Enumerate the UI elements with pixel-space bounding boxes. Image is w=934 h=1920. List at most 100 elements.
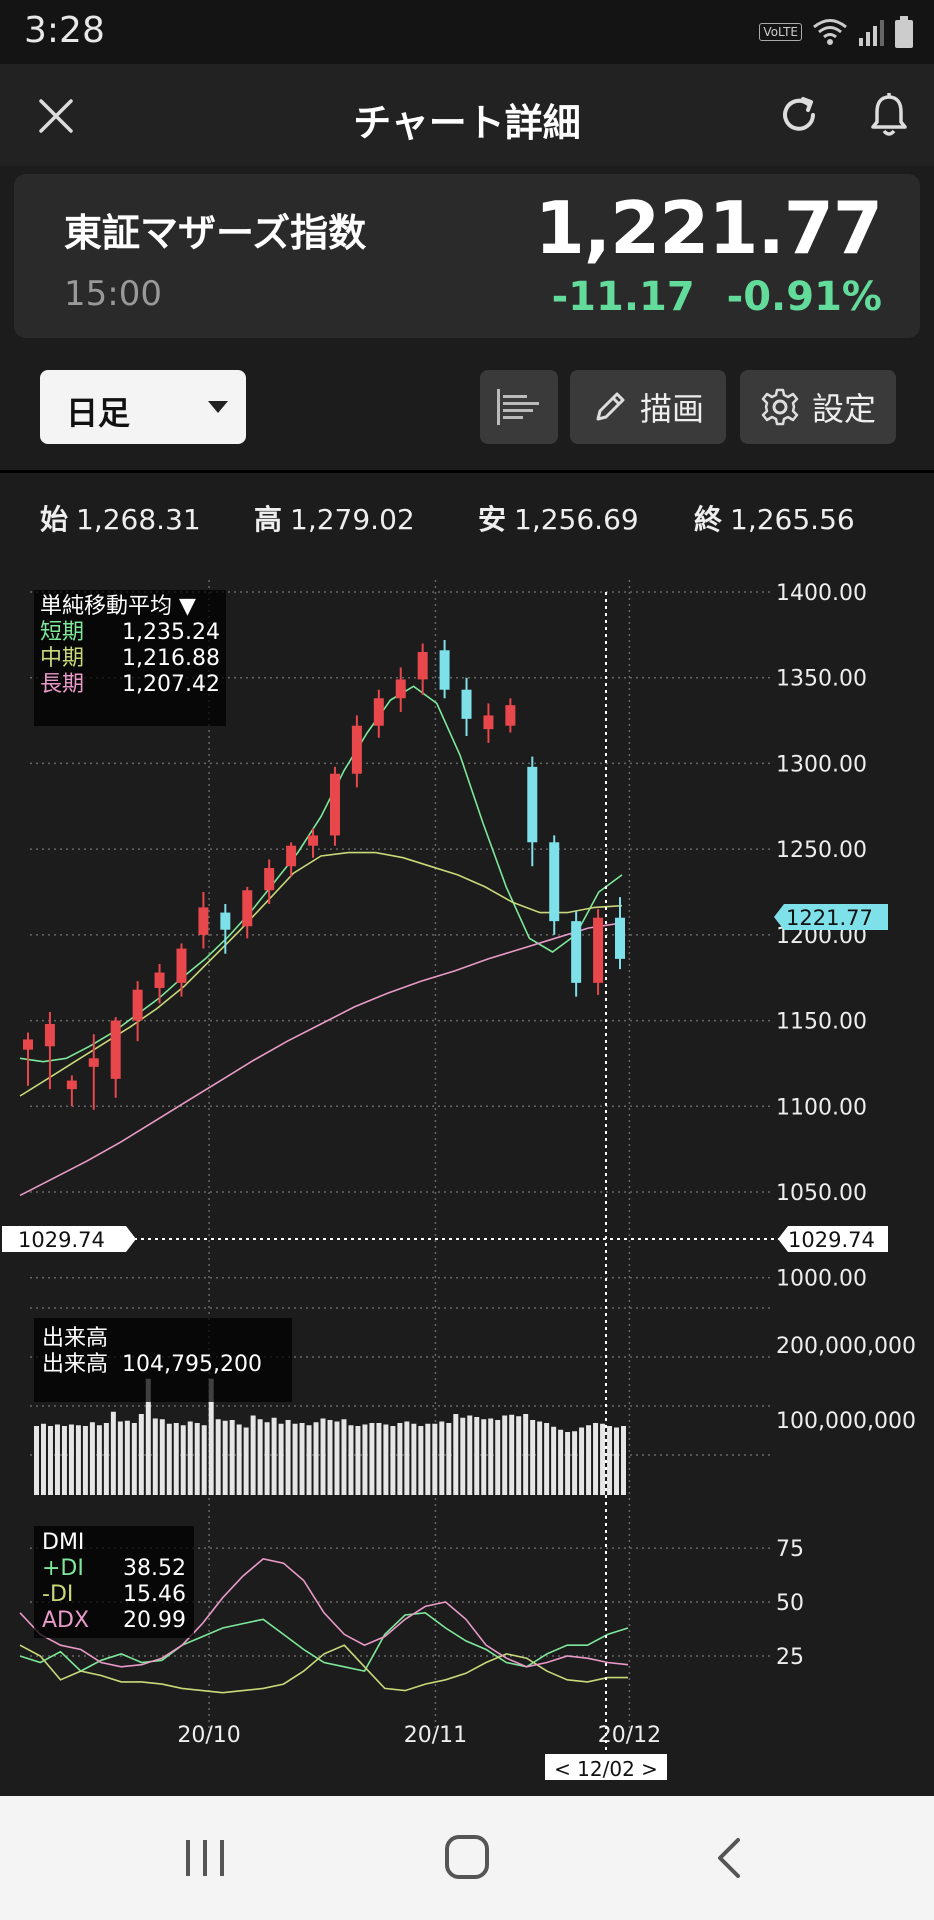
crosshair-date-text: < 12/02 >	[554, 1757, 658, 1780]
refresh-button[interactable]	[772, 88, 826, 142]
quote-time: 15:00	[64, 274, 162, 314]
volume-bar	[432, 1423, 438, 1495]
ma-long-row: 長期 1,207.42	[40, 672, 220, 698]
candle-body	[593, 917, 604, 983]
volume-bar	[299, 1423, 305, 1495]
dmi-legend: DMI +DI 38.52 -DI 15.46 ADX 20.99	[34, 1526, 194, 1638]
open-value: 始 1,268.31	[40, 498, 201, 538]
volume-bar	[558, 1429, 564, 1495]
volume-bar	[334, 1421, 340, 1495]
settings-label: 設定	[811, 390, 876, 428]
volume-value: 104,795,200	[122, 1352, 262, 1377]
volume-bar	[411, 1423, 417, 1495]
ma-mid-label: 中期	[40, 646, 85, 671]
volte-icon: VoLTE	[759, 23, 802, 41]
settings-button[interactable]: 設定	[740, 370, 896, 444]
volume-axis: 200,000,000 100,000,000	[776, 1334, 916, 1434]
candle-body	[264, 868, 275, 891]
high-value: 高 1,279.02	[254, 498, 415, 538]
date-axis: 20/10 20/11 20/12	[177, 1723, 661, 1748]
candle-body	[66, 1080, 77, 1090]
indicator-list-button[interactable]	[480, 370, 558, 444]
crosshair-price-right: 1029.74	[778, 1226, 888, 1252]
volume-bar	[369, 1423, 375, 1495]
candle-body	[329, 773, 340, 836]
ma-short-line	[19, 685, 623, 1063]
close-label: 終	[694, 503, 723, 536]
mdi-value: 15.46	[123, 1582, 186, 1607]
price-tick-label: 1050.00	[776, 1181, 867, 1206]
draw-button[interactable]: 描画	[570, 370, 726, 444]
volume-legend-row: 出来高 104,795,200	[42, 1352, 284, 1378]
volume-bar	[34, 1426, 39, 1495]
volume-bar	[208, 1378, 214, 1495]
dmi-tick-label: 75	[776, 1537, 804, 1562]
mdi-label: -DI	[42, 1582, 74, 1607]
period-select[interactable]: 日足	[40, 370, 246, 444]
volume-bar	[159, 1419, 165, 1495]
home-button[interactable]	[442, 1832, 492, 1882]
ohlc-row: 始 1,268.31 高 1,279.02 安 1,256.69 終 1,265.56	[0, 498, 934, 548]
volume-bar	[530, 1420, 536, 1495]
ma-mid-line	[19, 851, 623, 1097]
pdi-value: 38.52	[123, 1556, 186, 1581]
recent-apps-button[interactable]	[180, 1836, 230, 1880]
close-value: 終 1,265.56	[694, 498, 855, 538]
volume-bar	[474, 1417, 480, 1495]
draw-label: 描画	[639, 390, 704, 428]
ma-short-row: 短期 1,235.24	[40, 620, 220, 646]
volume-bar	[397, 1423, 403, 1495]
close-button[interactable]	[30, 90, 82, 142]
volume-bar	[439, 1421, 445, 1495]
volume-bar	[600, 1423, 606, 1495]
crosshair-price-left-text: 1029.74	[18, 1228, 105, 1252]
ma-legend[interactable]: 単純移動平均 ▼ 短期 1,235.24 中期 1,216.88 長期 1,207.4…	[34, 590, 226, 726]
volume-bar	[117, 1421, 123, 1495]
close-icon	[39, 99, 73, 133]
ma-mid-row: 中期 1,216.88	[40, 646, 220, 672]
volume-bar	[348, 1425, 354, 1495]
system-nav-bar	[0, 1796, 934, 1920]
candle-body	[154, 972, 165, 988]
stock-chart[interactable]: 1400.001350.001300.001250.001200.001150.…	[0, 580, 934, 1780]
volume-bar	[285, 1420, 291, 1495]
quote-card: 東証マザーズ指数 15:00 1,221.77 -11.17 -0.91%	[14, 174, 920, 338]
alert-button[interactable]	[862, 88, 916, 142]
volume-bar	[418, 1426, 424, 1495]
candle-body	[615, 917, 625, 959]
volume-bar	[614, 1427, 620, 1495]
back-button[interactable]	[710, 1834, 750, 1882]
low-value: 安 1,256.69	[478, 498, 639, 538]
candle-body	[220, 912, 231, 930]
volume-legend-title: 出来高	[42, 1326, 109, 1351]
volume-bar	[327, 1420, 333, 1495]
volume-bar	[488, 1418, 494, 1495]
gear-icon	[761, 388, 799, 426]
volume-bar	[278, 1423, 284, 1495]
candle-body	[132, 989, 143, 1021]
pencil-icon	[596, 392, 625, 421]
adx-row: ADX 20.99	[42, 1608, 186, 1634]
bell-icon	[871, 93, 907, 136]
volume-bar	[173, 1423, 179, 1495]
volume-bar	[89, 1422, 95, 1495]
pdi-row: +DI 38.52	[42, 1556, 186, 1582]
volume-bar	[103, 1423, 109, 1495]
status-time: 3:28	[24, 10, 105, 51]
volume-bar	[215, 1419, 221, 1495]
volume-bar	[516, 1416, 522, 1495]
dmi-legend-title: DMI	[42, 1530, 85, 1555]
volume-bar	[523, 1414, 529, 1495]
time-grid	[208, 580, 631, 1730]
volume-bar	[544, 1423, 550, 1495]
crosshair-price-right-text: 1029.74	[788, 1228, 875, 1252]
page-title: チャート詳細	[353, 101, 581, 145]
price-axis: 1400.001350.001300.001250.001200.001150.…	[776, 581, 867, 1292]
app-bar: チャート詳細	[0, 64, 934, 166]
volume-bar	[166, 1423, 172, 1495]
candle-body	[198, 907, 209, 935]
volume-bar	[40, 1423, 46, 1495]
open-number: 1,268.31	[76, 503, 201, 536]
volume-bar	[82, 1426, 88, 1495]
candle-body	[483, 715, 494, 730]
